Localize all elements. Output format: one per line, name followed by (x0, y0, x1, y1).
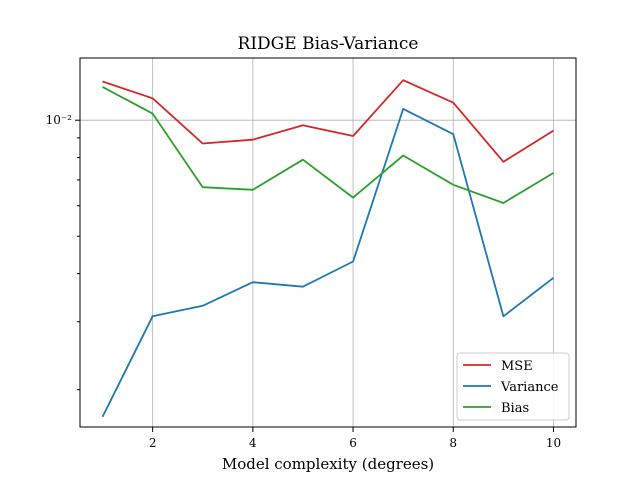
x-tick-label: 8 (449, 436, 457, 450)
grid-lines (80, 58, 576, 427)
x-tick-label: 4 (249, 436, 257, 450)
chart-title: RIDGE Bias-Variance (238, 34, 419, 54)
legend-label-variance: Variance (500, 380, 559, 395)
legend: MSE Variance Bias (456, 352, 570, 421)
x-tick-label: 10 (546, 436, 561, 450)
legend-label-mse: MSE (501, 359, 533, 374)
x-axis-label: Model complexity (degrees) (222, 455, 434, 473)
plot-frame (79, 57, 577, 428)
legend-box (456, 352, 570, 421)
x-tick-label: 6 (349, 436, 357, 450)
x-axis-ticks: 2 4 6 8 10 (149, 427, 561, 450)
series-line-variance (101, 108, 555, 418)
series-lines (101, 79, 555, 418)
series-line-mse (102, 79, 554, 163)
y-axis-ticks: 10⁻² (46, 113, 80, 391)
series-line-bias (102, 86, 554, 204)
x-tick-label: 2 (149, 436, 157, 450)
legend-label-bias: Bias (501, 401, 529, 416)
y-tick-label: 10⁻² (46, 113, 73, 127)
